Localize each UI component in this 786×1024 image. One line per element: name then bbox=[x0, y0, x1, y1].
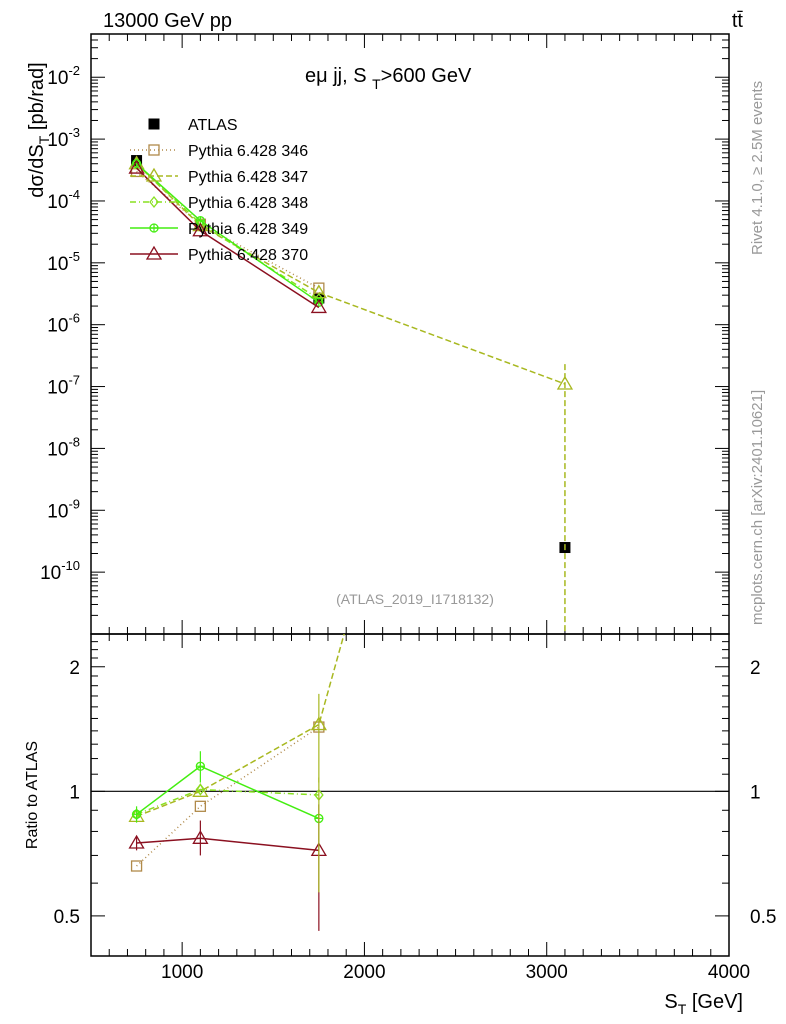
x-axis-label: ST [GeV] bbox=[664, 991, 743, 1017]
point-370 bbox=[128, 159, 145, 174]
ratio-line-348 bbox=[136, 788, 319, 816]
ratio-y-tick-label-right: 1 bbox=[750, 782, 761, 803]
x-tick-label: 3000 bbox=[526, 962, 568, 983]
ratio-y-tick-label: 2 bbox=[69, 658, 80, 679]
y-tick-label: 10-8 bbox=[47, 434, 80, 460]
ratio-y-tick-label-right: 0.5 bbox=[750, 907, 776, 928]
ratio-series-group bbox=[128, 634, 345, 931]
title-main: eμ jj, S bbox=[305, 65, 367, 87]
legend-label-348: Pythia 6.428 348 bbox=[188, 195, 308, 212]
legend: ATLAS Pythia 6.428 346 Pythia 6.428 347 Pyt… bbox=[130, 117, 308, 264]
legend-label-data: ATLAS bbox=[188, 117, 238, 134]
rivet-version-label: Rivet 4.1.0, ≥ 2.5M events bbox=[749, 81, 766, 255]
legend-marker-346 bbox=[148, 144, 160, 156]
ratio-y-tick-label: 0.5 bbox=[54, 907, 80, 928]
chart-title: eμ jj, S T>600 GeV bbox=[305, 65, 472, 92]
y-axis-label: dσ/dST [pb/rad] bbox=[26, 62, 52, 197]
ratio-y-tick-label: 1 bbox=[69, 782, 80, 803]
main-axis-ticks: 10-10 10-9 10-8 10-7 10-6 10-5 10-4 10-3 10-2 bbox=[40, 33, 729, 635]
x-tick-label: 1000 bbox=[161, 962, 203, 983]
energy-label: 13000 GeV pp bbox=[103, 10, 232, 32]
legend-marker-370 bbox=[145, 245, 163, 260]
point-347 bbox=[310, 284, 327, 299]
legend-marker-349 bbox=[149, 223, 159, 233]
title-rest: >600 GeV bbox=[381, 65, 472, 87]
y-tick-label: 10-10 bbox=[40, 558, 80, 584]
ratio-point-346 bbox=[194, 800, 207, 812]
legend-marker-347 bbox=[145, 167, 163, 182]
legend-label-346: Pythia 6.428 346 bbox=[188, 143, 308, 160]
y-tick-label: 10-2 bbox=[47, 63, 80, 89]
series-line-370 bbox=[136, 167, 320, 309]
x-axis-tick-labels: 1000 2000 3000 4000 bbox=[161, 962, 750, 983]
ratio-line-347 bbox=[136, 634, 345, 818]
ratio-axis-ticks: 0.5 0.5 1 1 2 2 bbox=[54, 34, 776, 957]
y-tick-label: 10-4 bbox=[47, 187, 80, 213]
title-subscript: T bbox=[372, 76, 381, 92]
ratio-y-tick-label-right: 2 bbox=[750, 658, 761, 679]
y-tick-label: 10-6 bbox=[47, 311, 80, 337]
x-tick-label: 2000 bbox=[343, 962, 385, 983]
legend-label-347: Pythia 6.428 347 bbox=[188, 169, 308, 186]
y-tick-label: 10-7 bbox=[47, 373, 80, 399]
main-panel-frame bbox=[90, 33, 730, 635]
source-label: mcplots.cern.ch [arXiv:2401.10621] bbox=[749, 390, 766, 625]
legend-marker-348 bbox=[149, 195, 159, 209]
ratio-y-axis-label: Ratio to ATLAS bbox=[24, 741, 41, 849]
ratio-point-346 bbox=[130, 860, 143, 872]
process-label: tt̄ bbox=[732, 10, 744, 32]
y-tick-label: 10-9 bbox=[47, 496, 80, 522]
point-370 bbox=[192, 222, 209, 237]
point-347 bbox=[556, 375, 574, 390]
analysis-watermark: (ATLAS_2019_I1718132) bbox=[336, 591, 494, 607]
legend-label-349: Pythia 6.428 349 bbox=[188, 221, 308, 238]
x-tick-label: 4000 bbox=[708, 962, 750, 983]
point-370 bbox=[310, 299, 327, 314]
ratio-line-349 bbox=[136, 765, 320, 820]
ratio-point-348 bbox=[195, 783, 206, 796]
ratio-line-370 bbox=[136, 837, 319, 852]
legend-label-370: Pythia 6.428 370 bbox=[188, 247, 308, 264]
series-line-347 bbox=[136, 163, 566, 385]
ratio-line-346 bbox=[136, 726, 320, 867]
legend-marker-data bbox=[148, 118, 160, 130]
y-tick-label: 10-3 bbox=[47, 125, 80, 151]
main-series-group bbox=[128, 155, 574, 634]
series-line-346 bbox=[136, 170, 320, 289]
y-tick-label: 10-5 bbox=[47, 249, 80, 275]
ratio-panel-frame bbox=[90, 633, 730, 957]
